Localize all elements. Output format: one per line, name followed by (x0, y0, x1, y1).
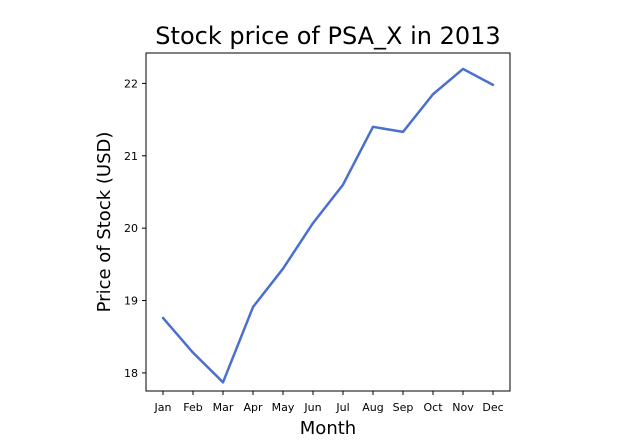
x-tick-label: Jul (335, 401, 349, 414)
series-line (163, 69, 493, 382)
x-axis-label: Month (300, 418, 356, 439)
series-layer (163, 69, 493, 382)
x-tick-label: Feb (183, 401, 202, 414)
x-tick-label: May (272, 401, 295, 414)
x-tick-label: Nov (452, 401, 474, 414)
y-axis: 18 19 20 21 22 (124, 77, 146, 380)
x-tick-label: Aug (362, 401, 383, 414)
x-tick-label: Mar (213, 401, 234, 414)
x-tick-label: Oct (423, 401, 443, 414)
x-tick-label: Jan (154, 401, 172, 414)
y-tick-label: 20 (124, 222, 138, 235)
y-tick-label: 19 (124, 295, 138, 308)
chart-title: Stock price of PSA_X in 2013 (155, 22, 500, 50)
y-tick-label: 22 (124, 77, 138, 90)
plot-frame (146, 53, 510, 391)
y-tick-label: 21 (124, 150, 138, 163)
y-tick-label: 18 (124, 367, 138, 380)
x-axis: Jan Feb Mar Apr May Jun Jul Aug Sep Oct Nov Dec (154, 391, 504, 414)
x-tick-label: Jun (303, 401, 321, 414)
y-axis-label: Price of Stock (USD) (94, 132, 115, 313)
x-tick-label: Apr (243, 401, 263, 414)
x-tick-label: Dec (482, 401, 503, 414)
x-tick-label: Sep (393, 401, 414, 414)
